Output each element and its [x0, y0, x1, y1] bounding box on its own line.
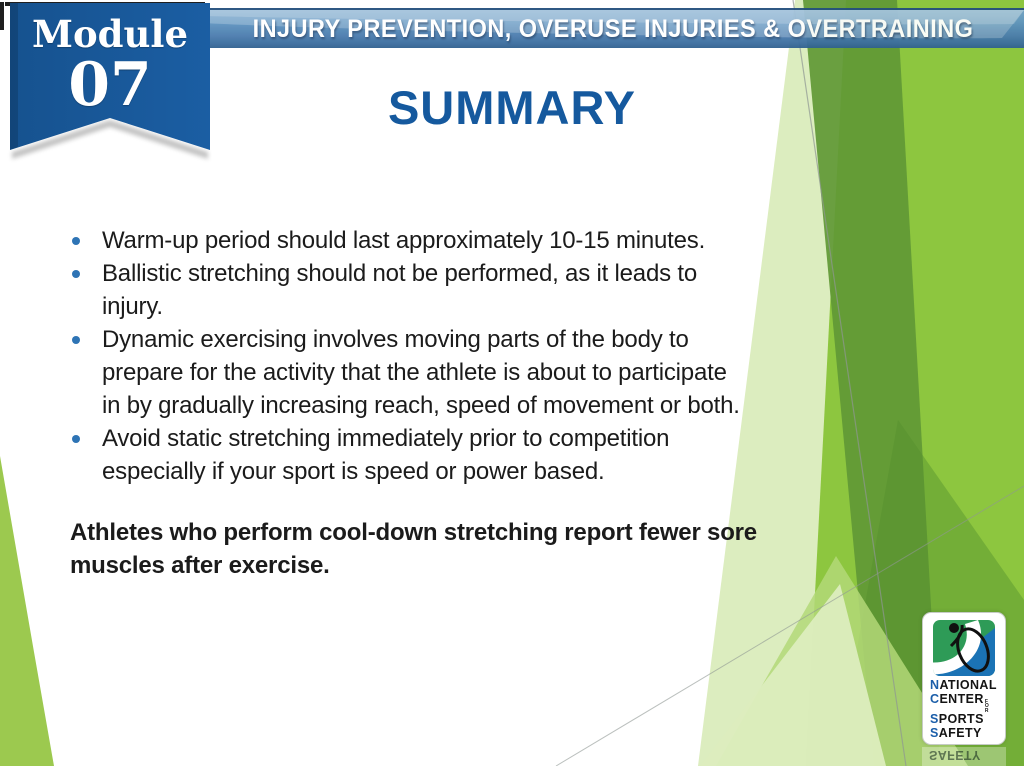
- logo-row: S AFETY: [930, 725, 998, 741]
- bullet-text: especially if your sport is speed or pow…: [102, 458, 605, 485]
- logo-letter: N: [930, 678, 940, 692]
- module-number: 07: [68, 50, 152, 120]
- logo-word: PORTS: [938, 712, 984, 726]
- module-label: Module: [31, 12, 188, 56]
- module-ribbon-shape: [0, 2, 210, 159]
- slide-body: Warm-up period should last approximately…: [60, 224, 850, 582]
- page-title: SUMMARY: [387, 81, 637, 134]
- logo-letter: S: [930, 725, 939, 740]
- header-title: INJURY PREVENTION, OVERUSE INJURIES & OV…: [252, 14, 974, 43]
- logo-letter: C: [930, 691, 940, 706]
- bullet-text: Dynamic exercising involves moving parts…: [102, 326, 689, 353]
- logo-reflection-text: SAFETY: [929, 748, 981, 762]
- logo-reflection: SAFETY: [922, 747, 1006, 766]
- logo-letter: S: [930, 712, 939, 726]
- emphasis-paragraph: Athletes who perform cool-down stretchin…: [70, 516, 850, 582]
- ncss-logo-text: N ATIONAL C ENTER FOR S PORTS S AFETY: [923, 678, 1005, 741]
- bullet-text: Avoid static stretching immediately prio…: [102, 425, 670, 452]
- bullet-item: Avoid static stretching immediately prio…: [60, 422, 850, 488]
- logo-row: C ENTER FOR: [930, 691, 998, 714]
- ncss-logo-card: N ATIONAL C ENTER FOR S PORTS S AFETY: [922, 612, 1006, 745]
- module-badge: Module 07: [0, 0, 212, 166]
- logo-row: N ATIONAL: [930, 678, 998, 693]
- logo-word-small: FOR: [984, 698, 989, 714]
- header-bar: INJURY PREVENTION, OVERUSE INJURIES & OV…: [202, 8, 1024, 48]
- logo-row: S PORTS: [930, 712, 998, 727]
- ncss-logo-icon: [933, 620, 995, 676]
- bullet-item: Ballistic stretching should not be perfo…: [60, 257, 850, 323]
- bullet-list: Warm-up period should last approximately…: [60, 224, 850, 488]
- bullet-text: in by gradually increasing reach, speed …: [102, 392, 740, 419]
- bullet-text: injury.: [102, 293, 163, 320]
- bullet-text: prepare for the activity that the athlet…: [102, 359, 727, 386]
- bullet-text: Warm-up period should last approximately…: [102, 227, 706, 254]
- emphasis-text: Athletes who perform cool-down stretchin…: [70, 519, 757, 546]
- logo-word: ENTER: [939, 691, 984, 706]
- emphasis-text: muscles after exercise.: [70, 552, 330, 579]
- logo-word: AFETY: [938, 725, 982, 740]
- bullet-text: Ballistic stretching should not be perfo…: [102, 260, 697, 287]
- bullet-item: Dynamic exercising involves moving parts…: [60, 323, 850, 422]
- bullet-item: Warm-up period should last approximately…: [60, 224, 850, 257]
- logo-word: ATIONAL: [939, 678, 997, 692]
